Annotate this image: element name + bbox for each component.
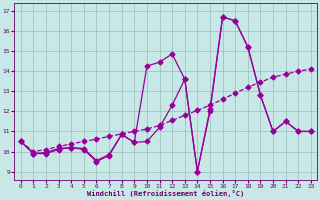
X-axis label: Windchill (Refroidissement éolien,°C): Windchill (Refroidissement éolien,°C) [87,190,244,197]
